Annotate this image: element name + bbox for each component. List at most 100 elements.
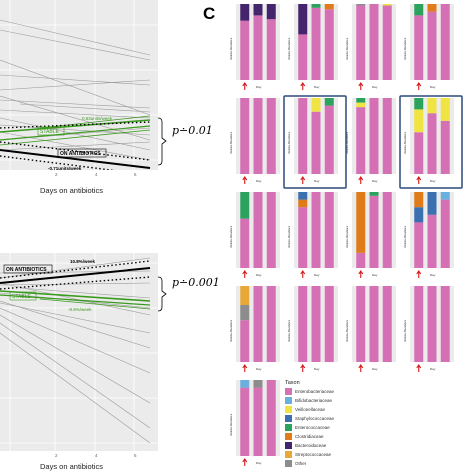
stacked-bar-segment (356, 252, 366, 268)
legend-label: Veillonellaceae (295, 407, 326, 412)
top-pvalue-label: p∸0.01 (172, 124, 213, 137)
abundance-panel: Relative Abundance Day (404, 286, 454, 372)
stacked-bar-segment (356, 102, 366, 108)
legend-item: Bifidobacteriaceae (285, 397, 332, 404)
stacked-bar-segment (414, 132, 424, 174)
stacked-bar-segment (266, 286, 276, 362)
stacked-bar-segment (382, 286, 392, 362)
bottom-line-plot: 10.8%/week ON ANTIBIOTICS STABLE -9.9%/week (0, 253, 167, 451)
top-annotation-on-antibiotics-box (57, 148, 107, 158)
stacked-bar-segment (311, 98, 321, 112)
first-sample-arrow-icon (242, 458, 248, 466)
patient-trajectory (0, 19, 151, 56)
stacked-bar-segment (240, 286, 250, 305)
x-axis-label: Day (372, 367, 378, 371)
x-axis-label: Day (430, 367, 436, 371)
abundance-panel: Relative Abundance Day (346, 192, 396, 278)
stacked-bar-segment (298, 286, 308, 362)
y-axis-label: Relative Abundance (230, 131, 233, 154)
first-sample-arrow-icon (242, 270, 248, 278)
abundance-panel: Relative Abundance Day (399, 95, 463, 189)
stable-trajectory (0, 125, 151, 141)
abundance-panel: Relative Abundance Day (283, 95, 347, 189)
stacked-bar-segment (240, 387, 250, 456)
stacked-bar-segment (266, 19, 276, 80)
stacked-bar-segment (382, 4, 392, 6)
legend-item: Streptococcaceae (285, 451, 331, 458)
stacked-bar-segment (369, 192, 379, 196)
patient-trajectory (0, 109, 151, 119)
bottom-x-tick-6: 6 (134, 453, 137, 458)
abundance-panel: Relative Abundance Day (288, 192, 338, 278)
top-annotation-stable-box (37, 126, 65, 136)
stacked-bar-segment (427, 286, 437, 362)
stacked-bar-segment (427, 214, 437, 268)
highlight-box (283, 95, 347, 189)
abundance-panel: Relative Abundance Day (346, 4, 396, 90)
abundance-panel: Relative Abundance Day (346, 98, 396, 184)
stacked-bar-segment (324, 192, 334, 268)
bottom-annotation-rate-down: -9.9%/week (68, 307, 92, 312)
stacked-bar-segment (414, 192, 424, 208)
stacked-bar-segment (240, 98, 250, 174)
confidence-band (0, 155, 117, 170)
top-annotation-rate-down: -0.71units/week (48, 166, 82, 170)
on-antibiotics-mean-line (0, 267, 151, 284)
stacked-bar-segment (253, 98, 263, 174)
stacked-bar-segment (311, 111, 321, 174)
patient-trajectory (0, 300, 151, 349)
abundance-panel: Relative Abundance Day (230, 380, 280, 466)
confidence-band (0, 121, 151, 129)
y-axis-label: Relative Abundance (230, 413, 233, 436)
abundance-panel: Relative Abundance Day (230, 98, 280, 184)
legend-item: Bacteroidaceae (285, 442, 326, 449)
significance-bracket (157, 276, 167, 312)
confidence-band (0, 141, 151, 161)
y-axis-label: Relative Abundance (288, 225, 291, 248)
legend-item: Enterococcaceae (285, 424, 330, 431)
highlight-box (399, 95, 463, 189)
patient-trajectory (0, 79, 151, 91)
patient-trajectory (0, 59, 151, 116)
stable-trajectory (39, 115, 151, 129)
stable-trajectory (0, 129, 151, 146)
stacked-bar-segment (414, 98, 424, 110)
abundance-panel: Relative Abundance Day (288, 4, 338, 90)
stacked-bar-segment (311, 4, 321, 8)
stacked-bar-segment (427, 4, 437, 12)
patient-trajectory (0, 117, 151, 151)
y-axis-label: Relative Abundance (404, 37, 407, 60)
stacked-bar-segment (298, 199, 308, 208)
top-x-tick-6: 6 (134, 172, 137, 177)
top-annotation-stable: STABLE (40, 129, 59, 135)
first-sample-arrow-icon (358, 82, 364, 90)
stacked-bar-segment (266, 380, 276, 456)
y-axis-label: Relative Abundance (404, 225, 407, 248)
bottom-annotation-stable: STABLE (12, 294, 31, 300)
stacked-bar-segment (298, 192, 308, 200)
stacked-bar-segment (356, 5, 366, 81)
y-axis-label: Relative Abundance (404, 319, 407, 342)
stacked-bar-segment (240, 218, 250, 268)
y-axis-label: Relative Abundance (288, 131, 291, 154)
legend-swatch (285, 424, 292, 431)
stacked-bar-segment (427, 98, 437, 114)
legend-swatch (285, 415, 292, 422)
stacked-bar-segment (427, 11, 437, 81)
abundance-panel: Relative Abundance Day (346, 286, 396, 372)
legend-swatch (285, 442, 292, 449)
x-axis-label: Day (430, 273, 436, 277)
taxon-legend-title: Taxon (285, 380, 300, 386)
stacked-bar-segment (414, 4, 424, 16)
stacked-bar-segment (240, 320, 250, 362)
stacked-bar-segment (324, 98, 334, 106)
confidence-band (0, 276, 151, 290)
abundance-panel: Relative Abundance Day (404, 4, 454, 90)
stacked-bar-segment (414, 15, 424, 80)
abundance-panel: Relative Abundance Day (404, 192, 454, 278)
y-axis-label: Relative Abundance (288, 319, 291, 342)
first-sample-arrow-icon (242, 364, 248, 372)
stacked-bar-segment (240, 4, 250, 21)
confidence-band (0, 260, 151, 279)
first-sample-arrow-icon (416, 176, 422, 184)
